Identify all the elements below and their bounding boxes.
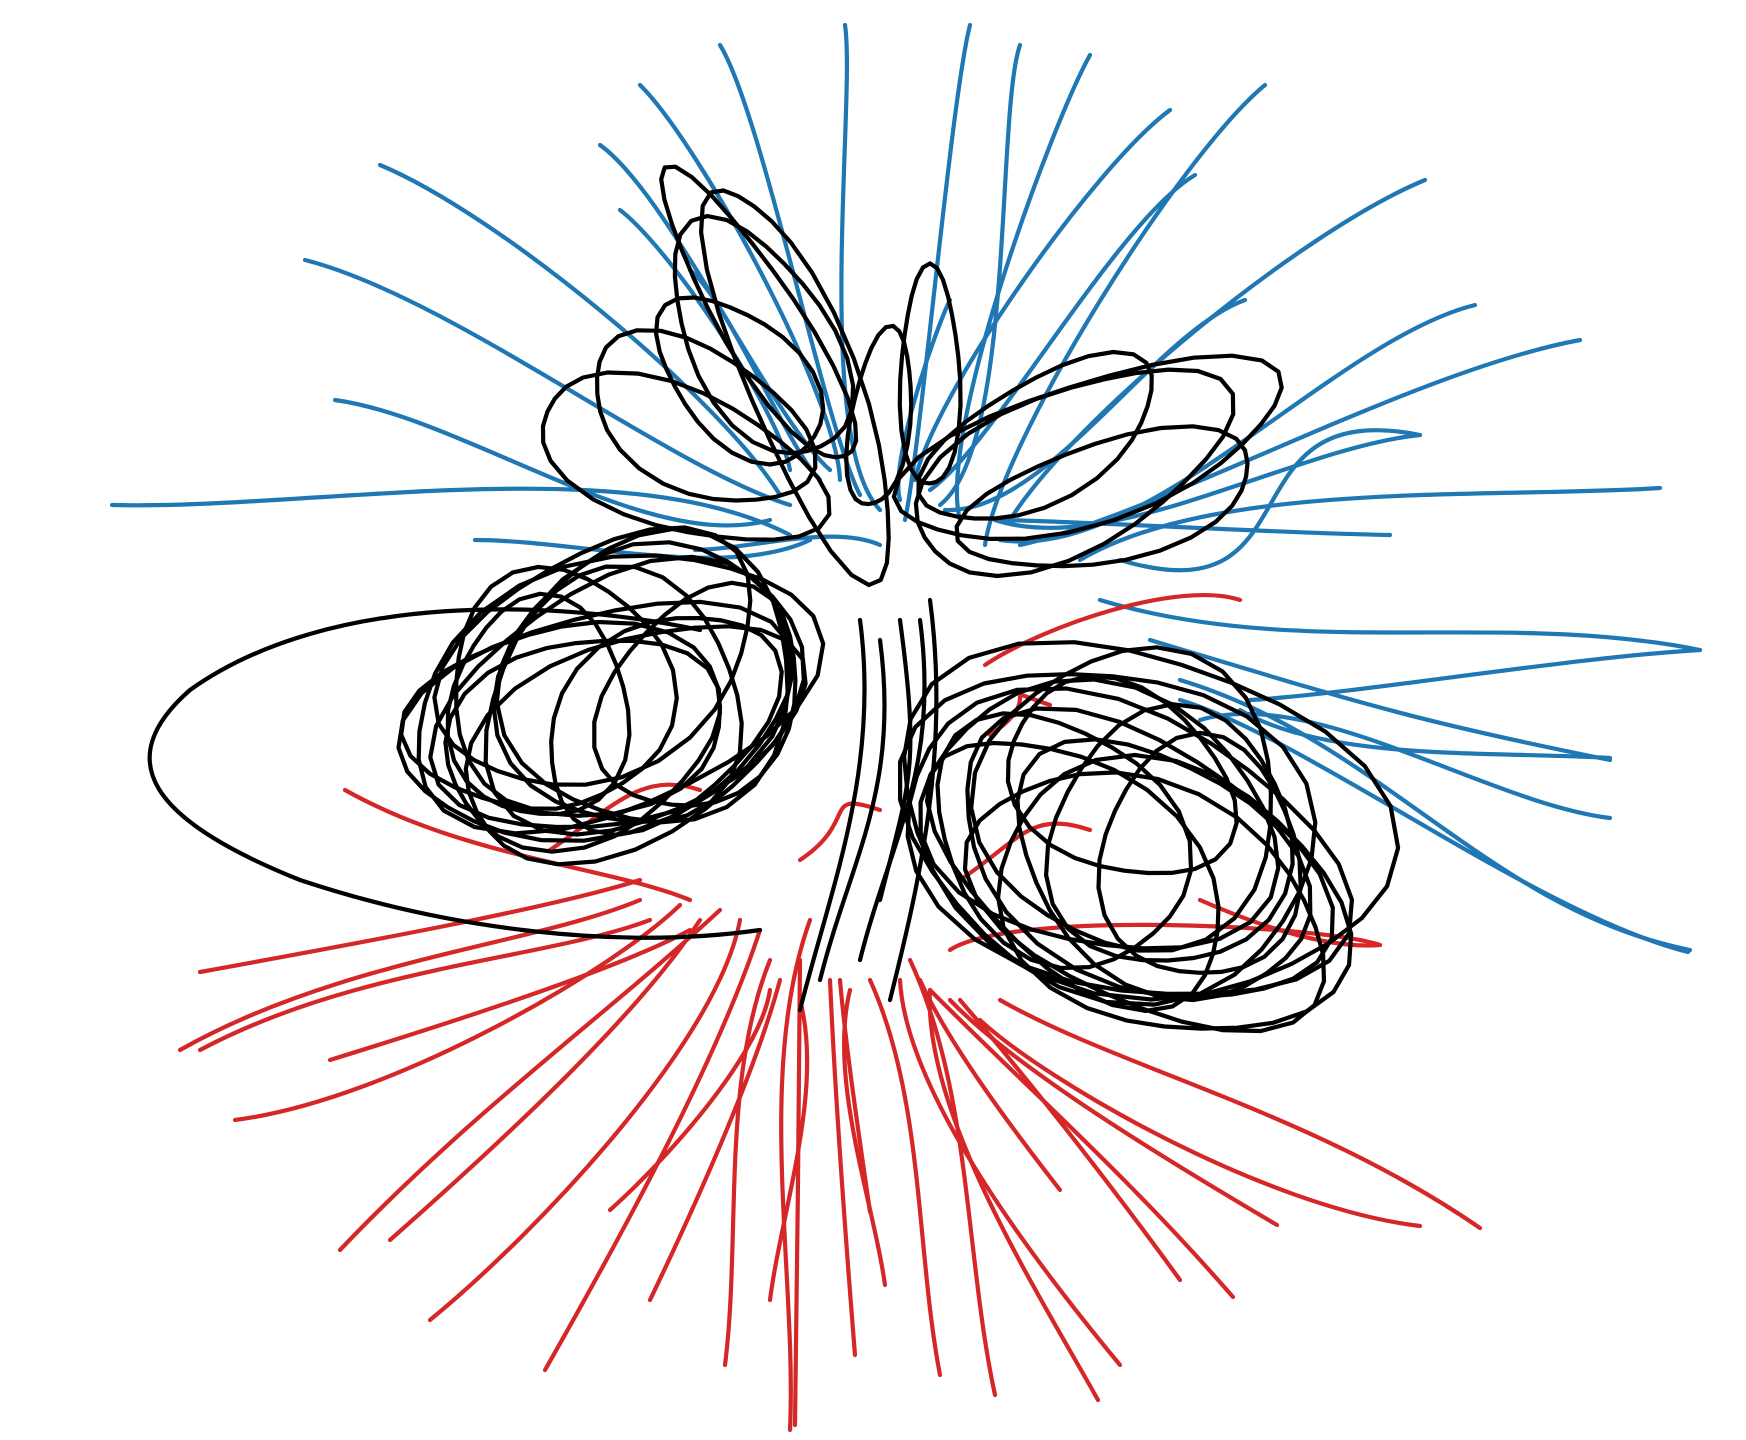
blue-field-line	[109, 486, 793, 538]
red-field-line	[897, 977, 1123, 1368]
closed-field-loop	[857, 617, 927, 963]
red-field-line	[722, 957, 773, 1368]
red-field-line	[607, 987, 773, 1213]
red-field-line	[197, 917, 653, 1053]
closed-field-loop	[396, 599, 796, 843]
blue-field-line	[637, 82, 843, 483]
closed-field-loop	[887, 597, 939, 1003]
red-field-line	[792, 957, 803, 1428]
closed-field-loop	[659, 164, 859, 460]
red-field-line	[327, 927, 693, 1063]
red-field-line	[997, 997, 1483, 1231]
blue-field-line	[377, 162, 783, 498]
red-field-line	[927, 987, 1236, 1300]
closed-field-loop	[891, 353, 1284, 541]
blue-field-line	[332, 397, 773, 528]
red-field-line	[957, 997, 1183, 1283]
closed-field-loop	[1005, 674, 1239, 876]
red-field-line	[927, 987, 1101, 1403]
red-field-line	[779, 917, 813, 1433]
closed-field-loop	[416, 553, 826, 836]
red-field-line	[177, 897, 643, 1053]
blue-field-line	[1097, 597, 1703, 653]
blue-field-line	[927, 172, 1198, 493]
red-field-line	[827, 977, 858, 1358]
red-field-line	[797, 801, 883, 863]
closed-field-loop	[491, 564, 744, 824]
blue-field-line	[902, 22, 973, 523]
closed-field-loop	[954, 424, 1250, 569]
red-field-line	[837, 977, 873, 1215]
blue-field-line	[839, 22, 883, 513]
closed-field-loop	[654, 295, 826, 467]
red-field-line	[542, 927, 763, 1373]
closed-field-loop	[902, 640, 1401, 1002]
closed-field-loop	[935, 711, 1194, 971]
closed-field-loop	[592, 580, 798, 808]
blue-field-line	[912, 107, 1173, 483]
open-inward-field-lines	[177, 593, 1483, 1433]
closed-field-loop	[898, 672, 1318, 1007]
red-field-line	[427, 917, 743, 1323]
red-field-line	[197, 877, 643, 975]
blue-field-line	[1147, 637, 1613, 763]
blue-field-line	[1077, 485, 1663, 563]
blue-field-line	[302, 257, 793, 508]
blue-field-line	[1237, 707, 1613, 761]
blue-field-line	[1247, 647, 1703, 703]
red-field-line	[767, 997, 810, 1303]
closed-field-loops	[147, 164, 1401, 1034]
blue-field-line	[1177, 677, 1693, 953]
closed-field-loop	[996, 752, 1354, 1031]
blue-field-line	[992, 432, 1423, 531]
red-field-line	[947, 997, 1280, 1228]
red-field-line	[337, 907, 723, 1253]
red-field-line	[647, 977, 783, 1303]
red-field-line	[957, 821, 1093, 883]
closed-field-loop	[897, 261, 963, 486]
blue-field-line	[937, 42, 1023, 508]
closed-field-loop	[454, 564, 679, 811]
closed-field-loop	[844, 323, 914, 507]
closed-field-loop	[399, 619, 723, 818]
blue-field-line	[942, 297, 1248, 513]
red-field-line	[977, 1017, 1423, 1229]
closed-field-loop	[428, 554, 793, 830]
blue-field-line	[997, 517, 1393, 538]
closed-field-loop	[916, 349, 1154, 521]
red-field-line	[842, 987, 888, 1288]
closed-field-loop	[817, 637, 887, 983]
closed-field-loop	[463, 624, 808, 867]
blue-field-line	[954, 52, 1093, 523]
red-field-line	[867, 977, 943, 1378]
red-field-line	[982, 593, 1243, 668]
closed-field-loop	[962, 770, 1327, 1034]
red-field-line	[387, 917, 703, 1243]
closed-field-loop	[913, 367, 1236, 579]
blue-field-line	[997, 302, 1478, 544]
closed-field-loop	[595, 328, 818, 503]
blue-field-line	[1197, 711, 1613, 821]
blue-field-line	[1117, 428, 1423, 573]
red-field-line	[917, 977, 1063, 1193]
closed-field-loop	[1044, 702, 1295, 963]
red-field-line	[232, 902, 683, 1123]
closed-field-loop	[1096, 730, 1303, 975]
closed-field-loop	[699, 188, 891, 588]
closed-field-loop	[445, 591, 632, 816]
blue-field-line	[982, 82, 1268, 548]
closed-field-loop	[797, 617, 867, 1013]
